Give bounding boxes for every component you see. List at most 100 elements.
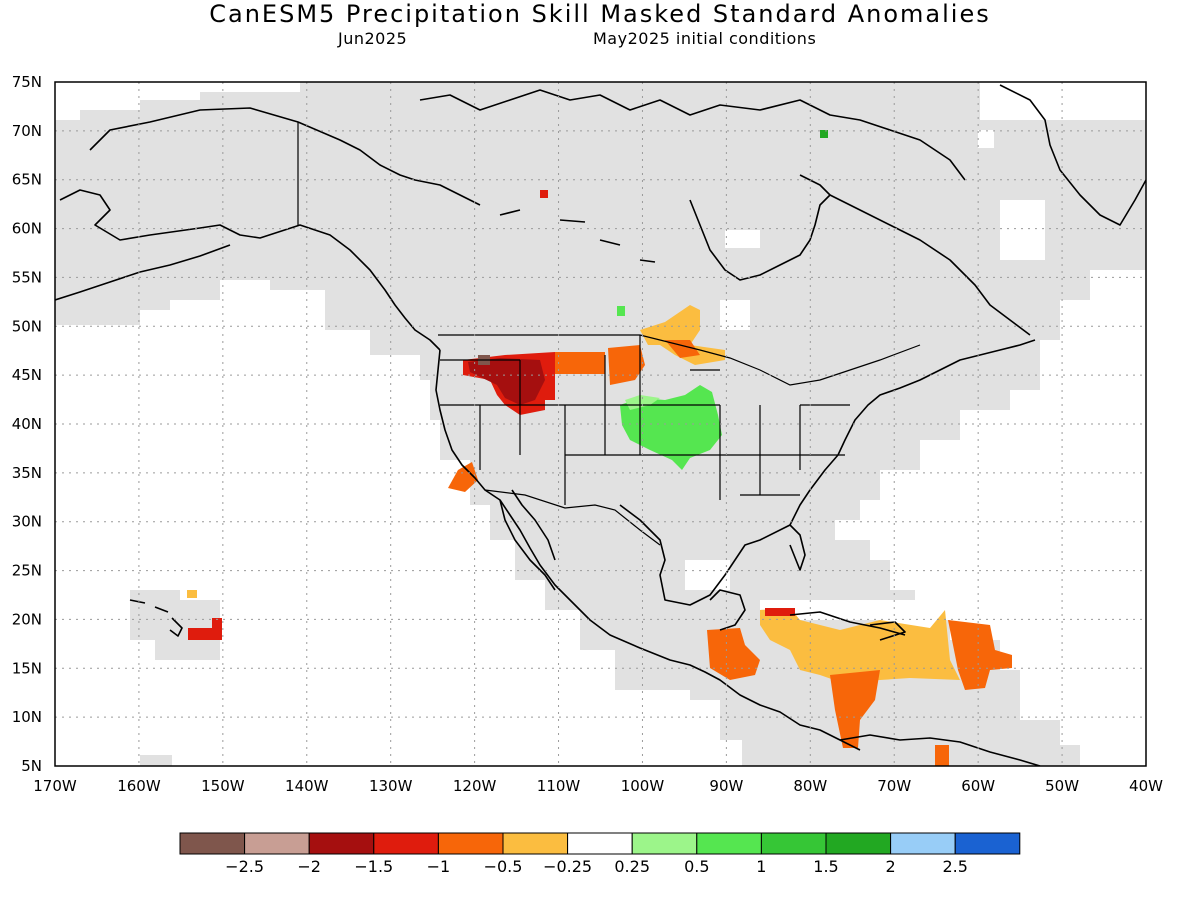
longitude-label: 110W — [537, 777, 581, 795]
arctic-islands — [419, 89, 966, 181]
colorbar-label: −1 — [427, 857, 451, 876]
colorbar-label: 1 — [756, 857, 766, 876]
colorbar: −2.5 −2 −1.5 −1 −0.5 −0.25 0.25 0.5 1 1.5 2 2.5 — [179, 832, 1021, 876]
us-mexico-border — [484, 489, 661, 546]
colorbar-label: −0.5 — [484, 857, 523, 876]
east-coast — [789, 339, 1036, 526]
gulf-coast — [619, 504, 806, 606]
colorbar-swatch — [760, 832, 827, 855]
longitude-label: 170W — [33, 777, 77, 795]
longitude-label: 150W — [201, 777, 245, 795]
greenland — [999, 84, 1146, 226]
west-coast — [435, 349, 861, 751]
colorbar-label: −2.5 — [225, 857, 264, 876]
mask-hole-great-lakes — [720, 300, 750, 330]
hispaniola — [869, 621, 906, 641]
colorbar-label: −0.25 — [543, 857, 592, 876]
northern-plains-dry — [555, 352, 605, 374]
state-lines-east — [690, 369, 850, 500]
colorbar-swatch — [825, 832, 892, 855]
colorbar-label: 0.25 — [614, 857, 650, 876]
latitude-label: 20N — [12, 610, 42, 628]
colorbar-swatch — [308, 832, 375, 855]
us-canada-border — [438, 334, 921, 386]
northern-plains-dry-2 — [608, 345, 645, 385]
longitude-label: 60W — [961, 777, 995, 795]
latitude-labels: 75N 70N 65N 60N 55N 50N 45N 40N 35N 30N 25N 20N 15N 1… — [12, 73, 42, 775]
colorbar-swatch — [631, 832, 698, 855]
longitude-label: 40W — [1129, 777, 1163, 795]
hudson-bay — [689, 174, 831, 281]
latitude-label: 45N — [12, 366, 42, 384]
yucatan — [709, 589, 746, 631]
latitude-label: 25N — [12, 562, 42, 580]
south-america — [839, 734, 1041, 766]
latitude-label: 55N — [12, 268, 42, 286]
latitude-label: 75N — [12, 73, 42, 91]
latitude-label: 70N — [12, 122, 42, 140]
map-frame — [54, 81, 1147, 767]
colorbar-swatch — [244, 832, 310, 855]
initial-conditions: May2025 initial conditions — [593, 29, 817, 48]
colorbar-swatch — [890, 832, 956, 855]
colorbar-swatch — [179, 832, 246, 855]
mask-hole-hudson — [725, 230, 760, 248]
colorbar-swatch — [954, 832, 1021, 855]
central-plains-wet — [620, 385, 722, 470]
graticule — [55, 82, 1146, 766]
northwest-us-dry — [468, 358, 545, 405]
canada-wet-speck — [617, 306, 625, 316]
alaska-coast — [59, 107, 481, 351]
lesser-antilles-dry — [948, 620, 1012, 690]
latitude-label: 65N — [12, 171, 42, 189]
gulf-of-california — [511, 489, 556, 561]
latitude-label: 60N — [12, 220, 42, 238]
colorbar-label: 2 — [886, 857, 896, 876]
colorbar-swatch — [373, 832, 439, 855]
upper-midwest-dry-core — [665, 340, 700, 358]
upper-midwest-dry — [640, 305, 725, 365]
longitude-label: 90W — [709, 777, 743, 795]
hawaii-islands — [129, 599, 183, 637]
borders — [297, 122, 921, 546]
mask-hole-baffin — [978, 130, 994, 148]
mask-hole-greenland — [1000, 200, 1045, 260]
latitude-label: 35N — [12, 464, 42, 482]
aleutian-chain — [55, 244, 231, 301]
latitude-label: 15N — [12, 659, 42, 677]
skill-mask-hawaii — [130, 590, 220, 660]
caribbean-dry-red — [765, 608, 795, 616]
central-america-dry — [707, 628, 760, 680]
central-plains-light-wet — [625, 395, 660, 410]
colorbar-swatch — [567, 832, 633, 855]
baja-california — [499, 499, 556, 591]
labrador-coast — [829, 194, 1031, 336]
longitude-label: 160W — [117, 777, 161, 795]
longitude-label: 140W — [285, 777, 329, 795]
skill-mask-shading — [55, 82, 1146, 766]
longitude-label: 130W — [369, 777, 413, 795]
state-lines-west — [440, 335, 720, 505]
panama-dry — [830, 670, 880, 748]
longitude-label: 70W — [877, 777, 911, 795]
skill-mask-pacific-island — [140, 755, 172, 766]
colorbar-swatch — [696, 832, 762, 855]
latitude-label: 50N — [12, 317, 42, 335]
colorbar-label: 0.5 — [684, 857, 709, 876]
longitude-label: 100W — [621, 777, 665, 795]
cuba — [789, 611, 906, 636]
hawaii-dry-speck — [187, 590, 197, 598]
anomaly-shading — [187, 130, 1012, 766]
latitude-label: 30N — [12, 513, 42, 531]
coastlines — [55, 84, 1146, 766]
latitude-label: 40N — [12, 415, 42, 433]
latitude-label: 10N — [12, 708, 42, 726]
colorbar-label: −1.5 — [354, 857, 393, 876]
longitude-label: 50W — [1045, 777, 1079, 795]
colorbar-label: 1.5 — [813, 857, 838, 876]
colorbar-label: −2 — [297, 857, 321, 876]
colorbar-label: 2.5 — [942, 857, 967, 876]
forecast-month: Jun2025 — [338, 29, 408, 48]
longitude-label: 80W — [793, 777, 827, 795]
